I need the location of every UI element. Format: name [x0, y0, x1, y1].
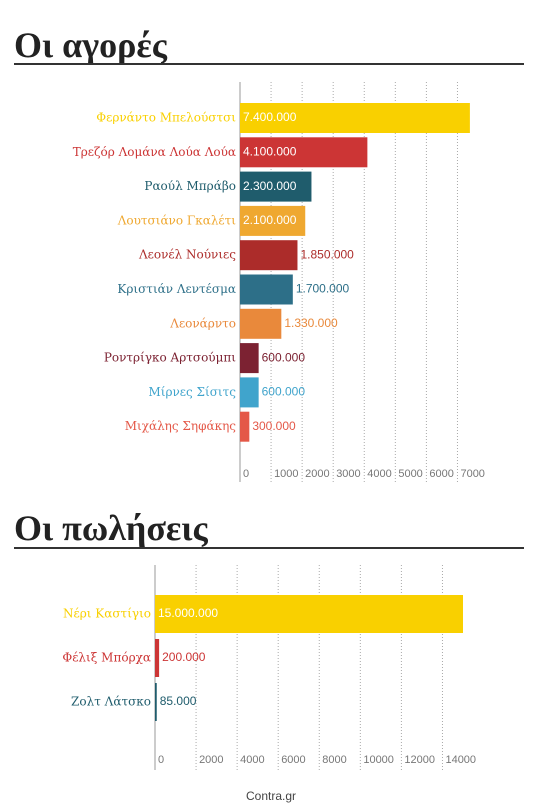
- x-tick-label: 10000: [363, 754, 394, 766]
- x-tick-label: 7000: [460, 468, 484, 480]
- category-label: Τρεζόρ Λομάνα Λούα Λούα: [73, 145, 236, 159]
- bar: [240, 308, 282, 339]
- bar: [155, 595, 463, 633]
- x-tick-label: 0: [243, 468, 249, 480]
- category-label: Ζολτ Λάτσκο: [71, 695, 151, 709]
- bar: [240, 377, 259, 408]
- value-label: 600.000: [262, 385, 306, 399]
- x-tick-label: 6000: [429, 468, 453, 480]
- category-label: Φερνάντο Μπελούστσι: [96, 111, 236, 125]
- value-label: 600.000: [262, 350, 306, 364]
- bar: [240, 240, 298, 271]
- category-label: Λεονέλ Νούνιες: [138, 248, 236, 262]
- x-tick-label: 6000: [281, 754, 305, 766]
- bar: [240, 411, 250, 442]
- x-tick-label: 5000: [398, 468, 422, 480]
- category-label: Νέρι Καστίγιο: [63, 607, 151, 621]
- x-tick-label: 1000: [274, 468, 298, 480]
- category-label: Μιχάλης Σηφάκης: [125, 419, 237, 433]
- bar: [240, 343, 259, 374]
- value-label: 4.100.000: [243, 144, 297, 158]
- x-tick-label: 8000: [322, 754, 346, 766]
- x-tick-label: 2000: [199, 754, 223, 766]
- category-label: Μίρνες Σίσιτς: [148, 385, 236, 399]
- value-label: 300.000: [252, 419, 296, 433]
- x-tick-label: 14000: [445, 754, 476, 766]
- category-label: Ραούλ Μπράβο: [144, 179, 236, 193]
- chart-title: Οι πωλήσεις: [14, 508, 208, 548]
- x-tick-label: 0: [158, 754, 164, 766]
- value-label: 1.850.000: [300, 247, 354, 261]
- x-tick-label: 3000: [336, 468, 360, 480]
- x-tick-label: 4000: [240, 754, 264, 766]
- x-tick-label: 12000: [404, 754, 435, 766]
- category-label: Λεονάρντο: [169, 316, 236, 330]
- value-label: 7.400.000: [243, 110, 297, 124]
- footer: Contra.gr: [246, 789, 296, 803]
- value-label: 85.000: [160, 694, 197, 708]
- value-label: 2.300.000: [243, 179, 297, 193]
- x-tick-label: 4000: [367, 468, 391, 480]
- chart-title: Οι αγορές: [14, 25, 168, 65]
- x-tick-label: 2000: [305, 468, 329, 480]
- category-label: Λουτσιάνο Γκαλέτι: [117, 213, 237, 227]
- bar: [240, 103, 470, 133]
- bar: [240, 205, 306, 236]
- bar: [240, 274, 293, 305]
- value-label: 2.100.000: [243, 213, 297, 227]
- value-label: 1.700.000: [296, 282, 350, 296]
- value-label: 15.000.000: [158, 606, 218, 620]
- value-label: 200.000: [162, 650, 206, 664]
- category-label: Κριστιάν Λεντέσμα: [117, 282, 236, 296]
- bar: [240, 171, 312, 202]
- category-label: Φέλιξ Μπόρχα: [62, 651, 151, 665]
- category-label: Ροντρίγκο Αρτσούμπι: [104, 351, 236, 365]
- bar: [240, 137, 368, 168]
- bar: [155, 639, 160, 677]
- value-label: 1.330.000: [284, 316, 338, 330]
- bar: [155, 683, 157, 721]
